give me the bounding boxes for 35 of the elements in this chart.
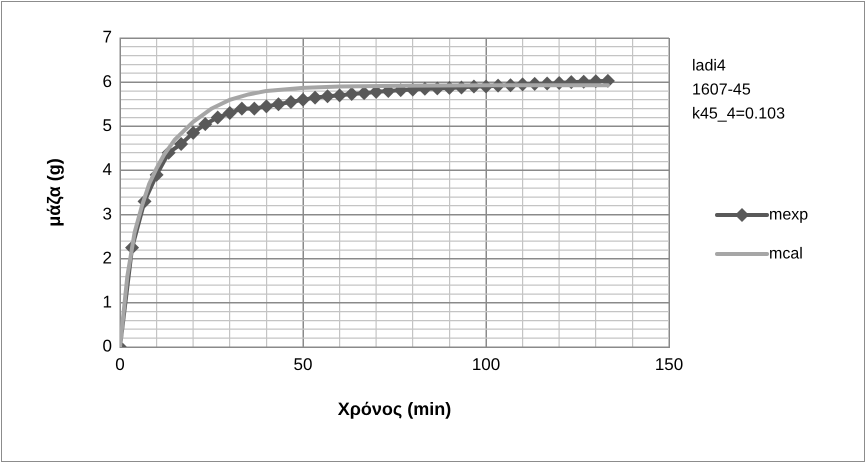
y-tick-label: 0 bbox=[102, 336, 112, 356]
point bbox=[320, 89, 335, 104]
legend-label: mcal bbox=[769, 245, 803, 262]
y-tick-label: 3 bbox=[102, 204, 112, 224]
text: 1607-45 bbox=[692, 81, 751, 98]
x-tick-label: 100 bbox=[472, 354, 500, 374]
point bbox=[357, 86, 372, 100]
point bbox=[247, 102, 262, 116]
legend-label: mexp bbox=[769, 206, 808, 224]
x-tick-label: 150 bbox=[654, 354, 684, 374]
text: k45_4=0.103 bbox=[692, 105, 786, 122]
x-tick-label: 0 bbox=[115, 354, 125, 374]
y-tick-label: 5 bbox=[102, 116, 112, 135]
y-tick-label: 4 bbox=[102, 160, 112, 180]
point bbox=[284, 95, 298, 110]
y-tick-label: 7 bbox=[102, 28, 112, 47]
y-tick-label: 2 bbox=[102, 248, 112, 268]
text: ladi4 bbox=[692, 57, 726, 74]
x-axis-title: Χρόνος (min) bbox=[338, 399, 452, 420]
x-tick-label: 50 bbox=[294, 354, 312, 374]
point bbox=[259, 99, 274, 114]
point bbox=[344, 87, 359, 102]
point bbox=[308, 90, 322, 105]
point bbox=[271, 97, 286, 112]
y-tick-label: 6 bbox=[102, 72, 112, 91]
point bbox=[234, 102, 249, 116]
point bbox=[332, 88, 347, 102]
point bbox=[296, 92, 310, 107]
point bbox=[186, 126, 200, 140]
point bbox=[174, 136, 188, 151]
y-axis-title: μάζα (g) bbox=[44, 158, 64, 227]
point bbox=[198, 117, 212, 132]
point bbox=[210, 110, 225, 124]
point bbox=[222, 106, 237, 120]
y-tick-label: 1 bbox=[102, 292, 112, 312]
